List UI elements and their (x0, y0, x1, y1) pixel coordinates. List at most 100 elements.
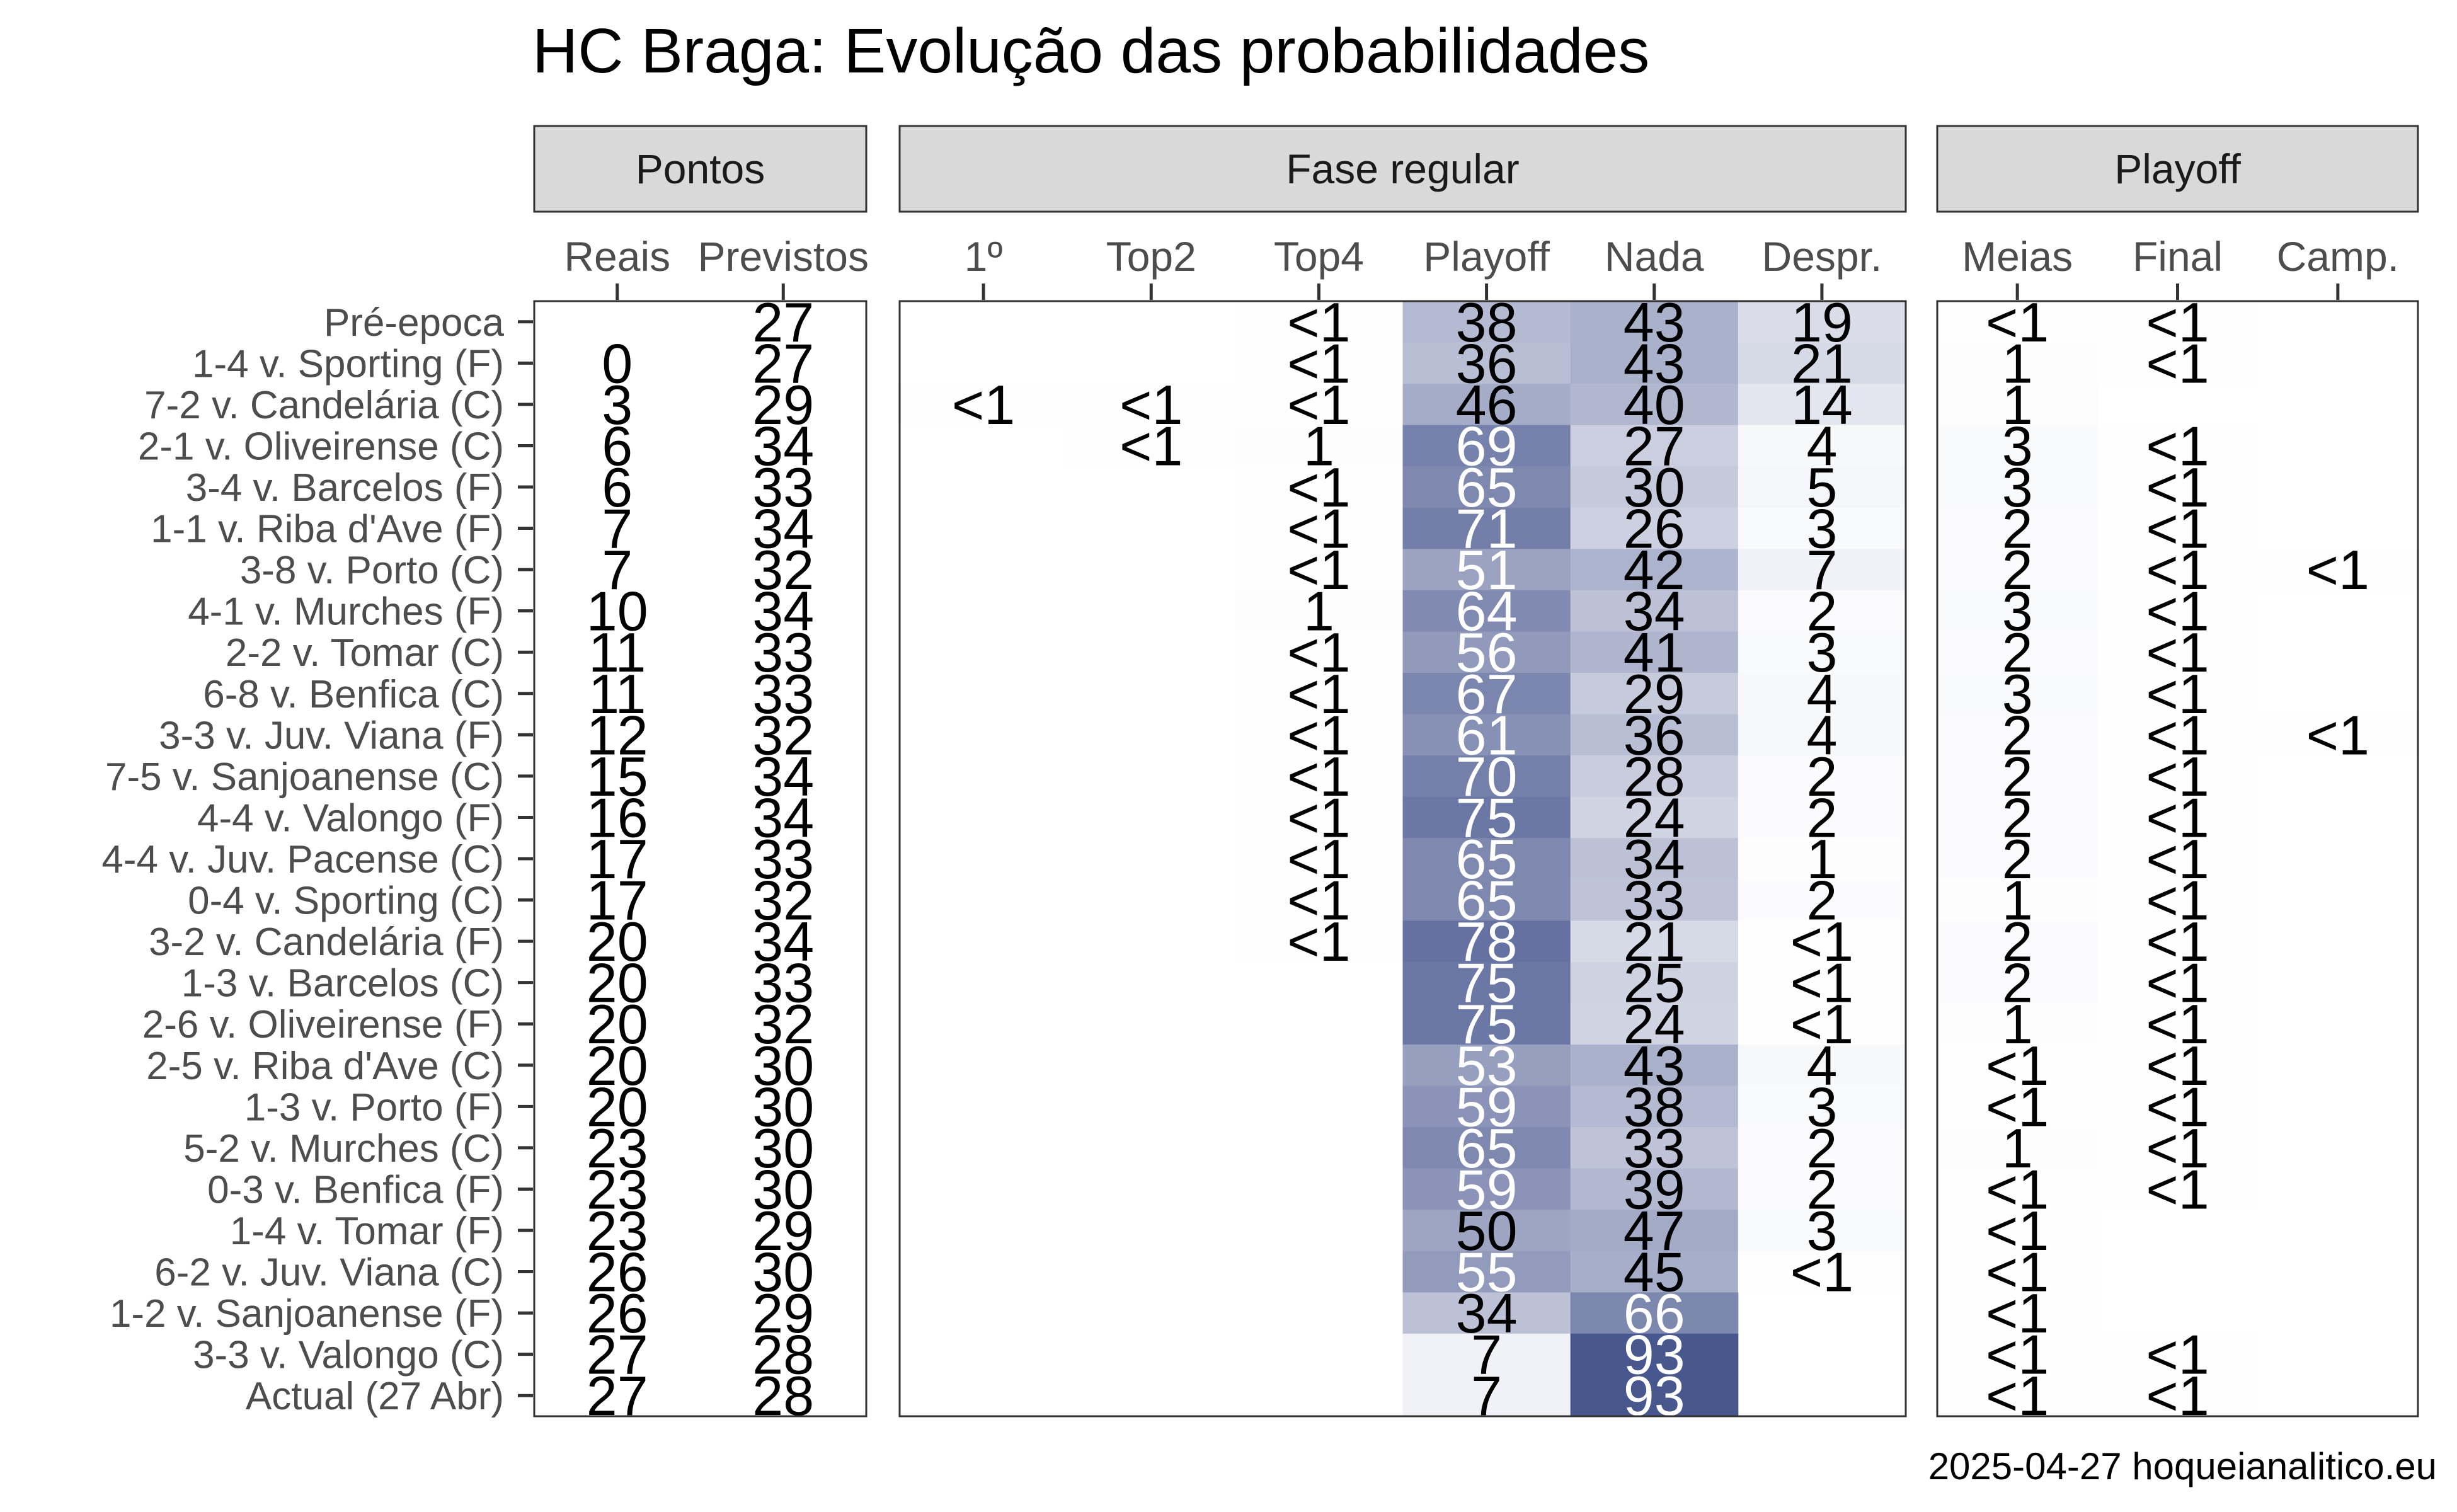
heat-cell (1937, 1003, 2098, 1045)
cell-label: 23 (587, 1117, 648, 1179)
chart-title: HC Braga: Evolução das probabilidades (532, 16, 1649, 86)
row-label: 2-5 v. Riba d'Ave (C) (146, 1045, 504, 1088)
cell-label: 30 (752, 1034, 814, 1097)
row-label: 0-3 v. Benfica (F) (207, 1168, 504, 1211)
heat-cell (1937, 714, 2098, 756)
cell-label: 6 (602, 415, 633, 477)
strip-label-fase-regular: Fase regular (1286, 146, 1520, 192)
heat-cell (1402, 879, 1571, 921)
row-label: 1-2 v. Sanjoanense (F) (110, 1292, 504, 1336)
row-label: 4-1 v. Murches (F) (188, 590, 504, 634)
heat-cell (1570, 1003, 1739, 1045)
heat-cell (1402, 466, 1571, 508)
cell-label: 3 (602, 374, 633, 436)
heat-cell (1570, 673, 1739, 715)
heat-cell (2097, 590, 2259, 632)
heat-cell (900, 384, 1068, 426)
heat-cell (1402, 1085, 1571, 1128)
cell-label: 16 (587, 786, 648, 849)
column-header-camp: Camp. (2277, 233, 2399, 280)
heat-cell (1570, 301, 1739, 343)
heat-cell (2097, 961, 2259, 1004)
heat-cell (2097, 507, 2259, 549)
panel-fase-regular: Fase regular 1º Top2 Top4 Playoff Nada Despr. <… (898, 125, 1907, 1427)
heat-cell (2097, 1333, 2259, 1375)
heat-cell (1738, 301, 1906, 343)
heat-cell (1402, 342, 1571, 384)
heat-cell (1235, 714, 1403, 756)
cell-label: 20 (587, 952, 648, 1014)
heat-cell (1570, 714, 1739, 756)
heat-cell (2097, 714, 2259, 756)
heat-cell (1570, 507, 1739, 549)
heat-cell (2097, 425, 2259, 467)
column-header-final: Final (2133, 233, 2223, 280)
heat-cell (1402, 425, 1571, 467)
panel-frame-playoff (1936, 300, 2419, 1418)
heat-cell (1937, 425, 2098, 467)
heat-cell (1402, 1210, 1571, 1252)
cell-label: 34 (752, 415, 814, 477)
heat-cell (2097, 796, 2259, 839)
row-label: 3-2 v. Candelária (F) (149, 920, 504, 964)
heat-cell (1937, 1085, 2098, 1128)
column-header-nada: Nada (1605, 233, 1704, 280)
heat-cell (1570, 342, 1739, 384)
heat-cell (1570, 796, 1739, 839)
heat-cell (1937, 384, 2098, 426)
cell-label: 34 (752, 786, 814, 849)
row-label: 1-4 v. Tomar (F) (230, 1210, 504, 1253)
row-label: 1-1 v. Riba d'Ave (F) (151, 508, 504, 551)
row-label: 7-5 v. Sanjoanense (C) (105, 755, 504, 799)
heat-cell (2097, 466, 2259, 508)
heat-cell (1937, 755, 2098, 798)
heat-cell (1235, 879, 1403, 921)
cell-label: 30 (752, 1158, 814, 1220)
cell-label: 29 (752, 1200, 814, 1262)
row-label: 0-4 v. Sporting (C) (188, 879, 504, 923)
heat-cell (1402, 1375, 1571, 1417)
heat-cell (1937, 549, 2098, 591)
heat-cell (1570, 879, 1739, 921)
heat-cell (1402, 1168, 1571, 1210)
heat-cell (1570, 961, 1739, 1004)
column-header-playoff: Playoff (1423, 233, 1550, 280)
heat-cell (1937, 1210, 2098, 1252)
heat-cell (1738, 1085, 1906, 1128)
row-label: 2-1 v. Oliveirense (C) (138, 425, 504, 468)
row-label: 3-3 v. Valongo (C) (193, 1334, 504, 1377)
row-label: Pré-epoca (324, 301, 505, 345)
heat-cell (1738, 507, 1906, 549)
heat-cell (1235, 342, 1403, 384)
heat-cell (2097, 549, 2259, 591)
heat-cell (1937, 1251, 2098, 1293)
heat-cell (1570, 1127, 1739, 1169)
cell-label: 7 (602, 539, 633, 601)
heat-cell (1937, 342, 2098, 384)
heat-cell (1937, 1127, 2098, 1169)
column-header-top2: Top2 (1106, 233, 1196, 280)
heat-cell (1235, 507, 1403, 549)
cell-label: 6 (602, 456, 633, 518)
heat-cell (1937, 590, 2098, 632)
heat-cell (1738, 879, 1906, 921)
column-header-previstos: Previstos (698, 233, 869, 280)
cell-label: 27 (752, 332, 814, 394)
heat-cell (2257, 549, 2419, 591)
heat-cell (1738, 1127, 1906, 1169)
heat-cell (1402, 507, 1571, 549)
cells-playoff: <111332232322221221<1<11<1<1<1<1<1<1<1<1… (1937, 291, 2419, 1427)
heat-cell (1235, 631, 1403, 673)
heat-cell (1235, 590, 1403, 632)
heat-cell (1570, 755, 1739, 798)
heat-cell (1738, 673, 1906, 715)
cell-label: 28 (752, 1324, 814, 1386)
heat-cell (1402, 1127, 1571, 1169)
heat-cell (2097, 879, 2259, 921)
heat-cell (2257, 714, 2419, 756)
heat-cell (1235, 549, 1403, 591)
row-label: 7-2 v. Candelária (C) (144, 384, 504, 427)
heat-cell (1738, 920, 1906, 963)
cell-label: 33 (752, 663, 814, 725)
heat-cell (1402, 590, 1571, 632)
